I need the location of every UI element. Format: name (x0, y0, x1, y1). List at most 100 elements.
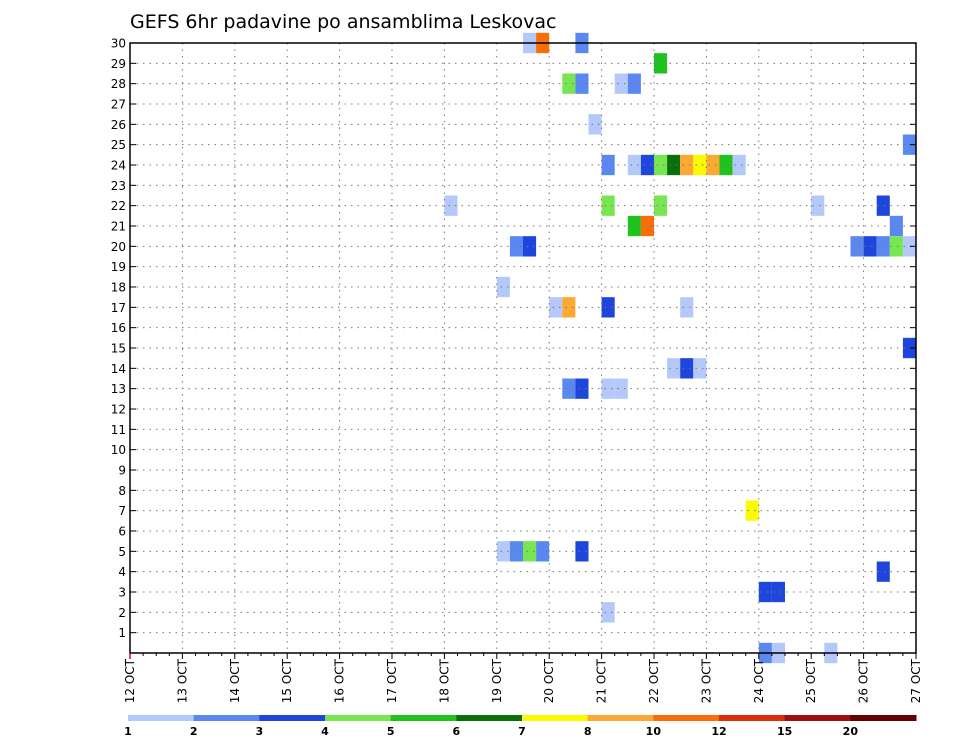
heatmap-cell (588, 114, 602, 135)
legend-swatch (784, 715, 851, 721)
legend-swatch (128, 715, 195, 721)
legend-label: 4 (321, 725, 329, 738)
heatmap-cell (654, 195, 668, 216)
x-axis: 12 OCT 13 OCT 14 OCT 15 OCT 16 OCT 17 OCT 18 O… (123, 653, 923, 703)
heatmap-cell (732, 154, 746, 176)
heatmap-cell (496, 276, 510, 298)
y-tick-label: 28 (111, 77, 126, 91)
heatmap-cell (863, 236, 877, 257)
y-axis: 1234567891011121314151617181920212223242… (111, 37, 916, 640)
y-tick-label: 10 (111, 443, 126, 457)
heatmap-cell (562, 73, 576, 94)
heatmap-cell (601, 154, 615, 176)
x-tick-label: 27 OCT (909, 658, 923, 703)
y-tick-label: 20 (111, 240, 126, 254)
y-tick-label: 30 (111, 37, 126, 51)
legend-swatch (193, 715, 260, 721)
legend-label: 10 (646, 725, 662, 738)
x-tick-label: 14 OCT (228, 658, 242, 703)
y-tick-label: 5 (118, 545, 126, 559)
y-tick-label: 7 (118, 504, 126, 518)
heatmap-cell (627, 154, 641, 176)
heatmap-cell (640, 215, 654, 237)
heatmap-cell (575, 73, 589, 94)
x-tick-label: 17 OCT (385, 658, 399, 703)
heatmap-cell (575, 378, 589, 399)
y-tick-label: 9 (118, 464, 126, 478)
heatmap-cell (562, 297, 576, 318)
heatmap-cell (654, 154, 668, 176)
heatmap-cell (902, 236, 916, 257)
y-tick-label: 15 (111, 342, 126, 356)
heatmap-cell (745, 500, 759, 521)
heatmap-cell (509, 541, 523, 562)
x-tick-label: 18 OCT (437, 658, 451, 703)
legend-swatch (390, 715, 457, 721)
y-tick-label: 21 (111, 220, 126, 234)
heatmap-cell (680, 358, 694, 379)
x-tick-label: 15 OCT (280, 658, 294, 703)
x-tick-label: 24 OCT (752, 658, 766, 703)
heatmap-cell (719, 154, 733, 176)
heatmap-cell (667, 358, 681, 379)
y-tick-label: 27 (111, 98, 126, 112)
heatmap-cell (902, 337, 916, 359)
y-tick-label: 25 (111, 138, 126, 152)
heatmap-cell (680, 154, 694, 176)
x-tick-label: 23 OCT (699, 658, 713, 703)
heatmap-cell (523, 236, 537, 257)
heatmap-cell (562, 378, 576, 399)
heatmap-cell (536, 541, 550, 562)
legend-swatch (719, 715, 786, 721)
x-tick-label: 16 OCT (333, 658, 347, 703)
x-tick-label: 22 OCT (647, 658, 661, 703)
y-tick-label: 8 (118, 484, 126, 498)
heatmap-cell (549, 297, 563, 318)
heatmap-cell (902, 134, 916, 155)
y-tick-label: 2 (118, 606, 126, 620)
heatmap-cell (706, 154, 720, 176)
legend-label: 3 (256, 725, 264, 738)
legend-label: 20 (843, 725, 859, 738)
y-tick-label: 4 (118, 565, 126, 579)
heatmap-cell (758, 581, 772, 603)
y-tick-label: 22 (111, 199, 126, 213)
y-tick-label: 12 (111, 403, 126, 417)
heatmap-cell (680, 297, 694, 318)
heatmap-cell (771, 581, 785, 603)
y-tick-label: 13 (111, 382, 126, 396)
y-tick-label: 18 (111, 281, 126, 295)
heatmap-cell (889, 215, 903, 237)
heatmap-cell (876, 195, 890, 216)
legend-swatch (325, 715, 392, 721)
y-tick-label: 3 (118, 586, 126, 600)
legend: 1 2 3 4 5 6 7 8 10 12 15 20 (124, 715, 917, 738)
x-tick-label: 21 OCT (595, 658, 609, 703)
heatmap-cells (444, 32, 916, 664)
legend-swatch (456, 715, 523, 721)
heatmap-cell (523, 541, 537, 562)
y-tick-label: 14 (111, 362, 126, 376)
y-tick-label: 26 (111, 118, 126, 132)
heatmap-cell (876, 561, 890, 582)
y-tick-label: 23 (111, 179, 126, 193)
heatmap-cell (601, 297, 615, 318)
heatmap-cell (667, 154, 681, 176)
legend-swatch (653, 715, 720, 721)
x-tick-label: 12 OCT (123, 658, 137, 703)
heatmap-cell (496, 541, 510, 562)
heatmap-cell (627, 215, 641, 237)
legend-label: 6 (453, 725, 461, 738)
x-tick-label: 13 OCT (175, 658, 189, 703)
grid-lines (130, 42, 916, 653)
heatmap-cell (640, 154, 654, 176)
heatmap-cell (811, 195, 825, 216)
x-tick-label: 26 OCT (857, 658, 871, 703)
y-tick-label: 29 (111, 57, 126, 71)
heatmap-cell (876, 236, 890, 257)
y-tick-label: 11 (111, 423, 126, 437)
x-tick-label: 19 OCT (490, 658, 504, 703)
heatmap-cell (693, 358, 707, 379)
legend-label: 8 (584, 725, 592, 738)
